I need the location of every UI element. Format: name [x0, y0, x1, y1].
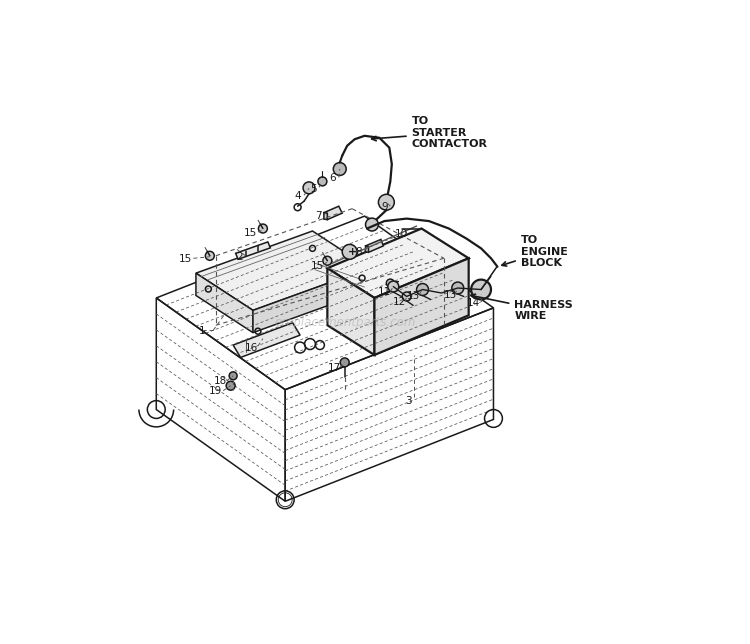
- Text: ereplacementparts.com: ereplacementparts.com: [274, 316, 416, 329]
- Circle shape: [365, 218, 379, 231]
- Polygon shape: [236, 242, 270, 260]
- Polygon shape: [196, 231, 370, 310]
- Text: 9: 9: [381, 202, 388, 213]
- Circle shape: [340, 358, 350, 367]
- Polygon shape: [365, 246, 368, 252]
- Text: 15: 15: [244, 229, 257, 238]
- Text: 16: 16: [244, 343, 258, 352]
- Text: 18: 18: [214, 375, 227, 386]
- Text: 8: 8: [356, 247, 362, 257]
- Circle shape: [471, 279, 491, 299]
- Text: 13: 13: [406, 292, 420, 301]
- Circle shape: [416, 283, 428, 296]
- Circle shape: [379, 194, 394, 210]
- Polygon shape: [324, 206, 342, 220]
- Circle shape: [206, 251, 214, 260]
- Text: 2: 2: [236, 252, 243, 262]
- Text: 13: 13: [444, 290, 457, 301]
- Text: 11: 11: [378, 287, 391, 298]
- Text: 19: 19: [209, 386, 223, 396]
- Polygon shape: [327, 229, 469, 298]
- Polygon shape: [233, 323, 300, 357]
- Text: HARNESS
WIRE: HARNESS WIRE: [471, 294, 573, 321]
- Polygon shape: [196, 273, 253, 333]
- Circle shape: [342, 244, 357, 260]
- Text: 12: 12: [393, 298, 406, 307]
- Text: TO
STARTER
CONTACTOR: TO STARTER CONTACTOR: [372, 116, 488, 149]
- Circle shape: [259, 224, 267, 233]
- Circle shape: [323, 256, 332, 265]
- Text: 14: 14: [467, 298, 480, 308]
- Polygon shape: [253, 268, 370, 333]
- Polygon shape: [327, 268, 374, 355]
- Circle shape: [452, 282, 464, 294]
- Text: 10: 10: [395, 229, 408, 240]
- Text: TO
ENGINE
BLOCK: TO ENGINE BLOCK: [502, 235, 568, 269]
- Circle shape: [386, 279, 394, 287]
- Circle shape: [318, 177, 327, 186]
- Text: 4: 4: [295, 191, 302, 202]
- Polygon shape: [374, 258, 469, 355]
- Polygon shape: [324, 213, 327, 220]
- Text: 15: 15: [178, 254, 192, 264]
- Text: 5: 5: [310, 184, 317, 194]
- Text: 3: 3: [405, 395, 412, 406]
- Circle shape: [230, 372, 237, 380]
- Text: -: -: [394, 276, 399, 287]
- Text: 15: 15: [310, 261, 324, 270]
- Circle shape: [303, 182, 315, 194]
- Text: 1: 1: [199, 326, 206, 336]
- Circle shape: [226, 381, 235, 390]
- Circle shape: [333, 162, 346, 175]
- Circle shape: [388, 281, 399, 292]
- Circle shape: [402, 292, 411, 301]
- Text: 17: 17: [328, 363, 341, 374]
- Text: 6: 6: [329, 173, 336, 184]
- Text: +: +: [347, 247, 357, 257]
- Polygon shape: [365, 240, 383, 252]
- Text: 7: 7: [314, 211, 321, 221]
